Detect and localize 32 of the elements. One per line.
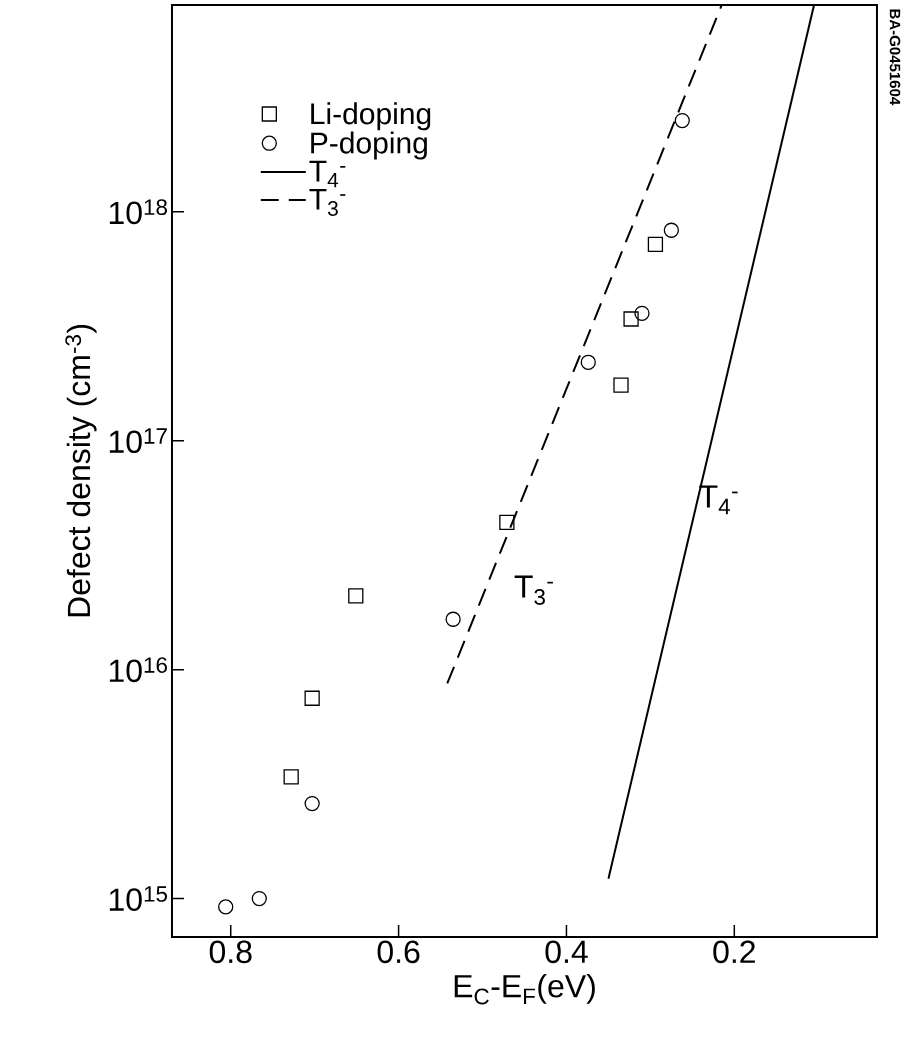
y-tick-label: 10$^{18}$ — [109, 199, 167, 225]
point — [663, 222, 680, 238]
text: BA-G0451604 — [889, 9, 901, 106]
point — [634, 305, 650, 321]
point — [499, 514, 515, 530]
x-tick-label: 0.2 — [713, 940, 755, 964]
point — [348, 588, 364, 604]
y-axis-title: Defect density (cm$^{-3}$) — [65, 324, 97, 617]
annotation: T$_{4}$- — [699, 485, 738, 515]
y-tick-label: 10$^{15}$ — [109, 886, 167, 911]
point — [251, 890, 267, 907]
legend-label: P-doping — [311, 131, 427, 160]
x-tick-label: 0.8 — [209, 940, 252, 964]
y-tick-label: 10$^{16}$ — [109, 657, 167, 683]
x-tick-label: 0.6 — [377, 940, 420, 964]
annotation: T$_{3}$- — [514, 575, 553, 605]
point — [283, 769, 299, 785]
point — [647, 236, 664, 253]
y-tick-label: 10$^{17}$ — [109, 428, 167, 454]
legend-label: T$_{4}$- — [309, 160, 346, 188]
point — [674, 112, 690, 129]
x-tick-label: 0.4 — [545, 940, 588, 964]
point — [623, 311, 639, 327]
point — [580, 354, 596, 370]
point — [445, 611, 461, 627]
point — [304, 690, 320, 706]
x-axis-title: E$_{C}$-E$_{F}$(eV) — [454, 974, 595, 1005]
point — [304, 795, 320, 812]
point — [218, 899, 234, 915]
legend-label: T$_{3}$- — [309, 188, 346, 216]
point — [613, 377, 629, 393]
legend-label: Li-doping — [311, 102, 431, 131]
